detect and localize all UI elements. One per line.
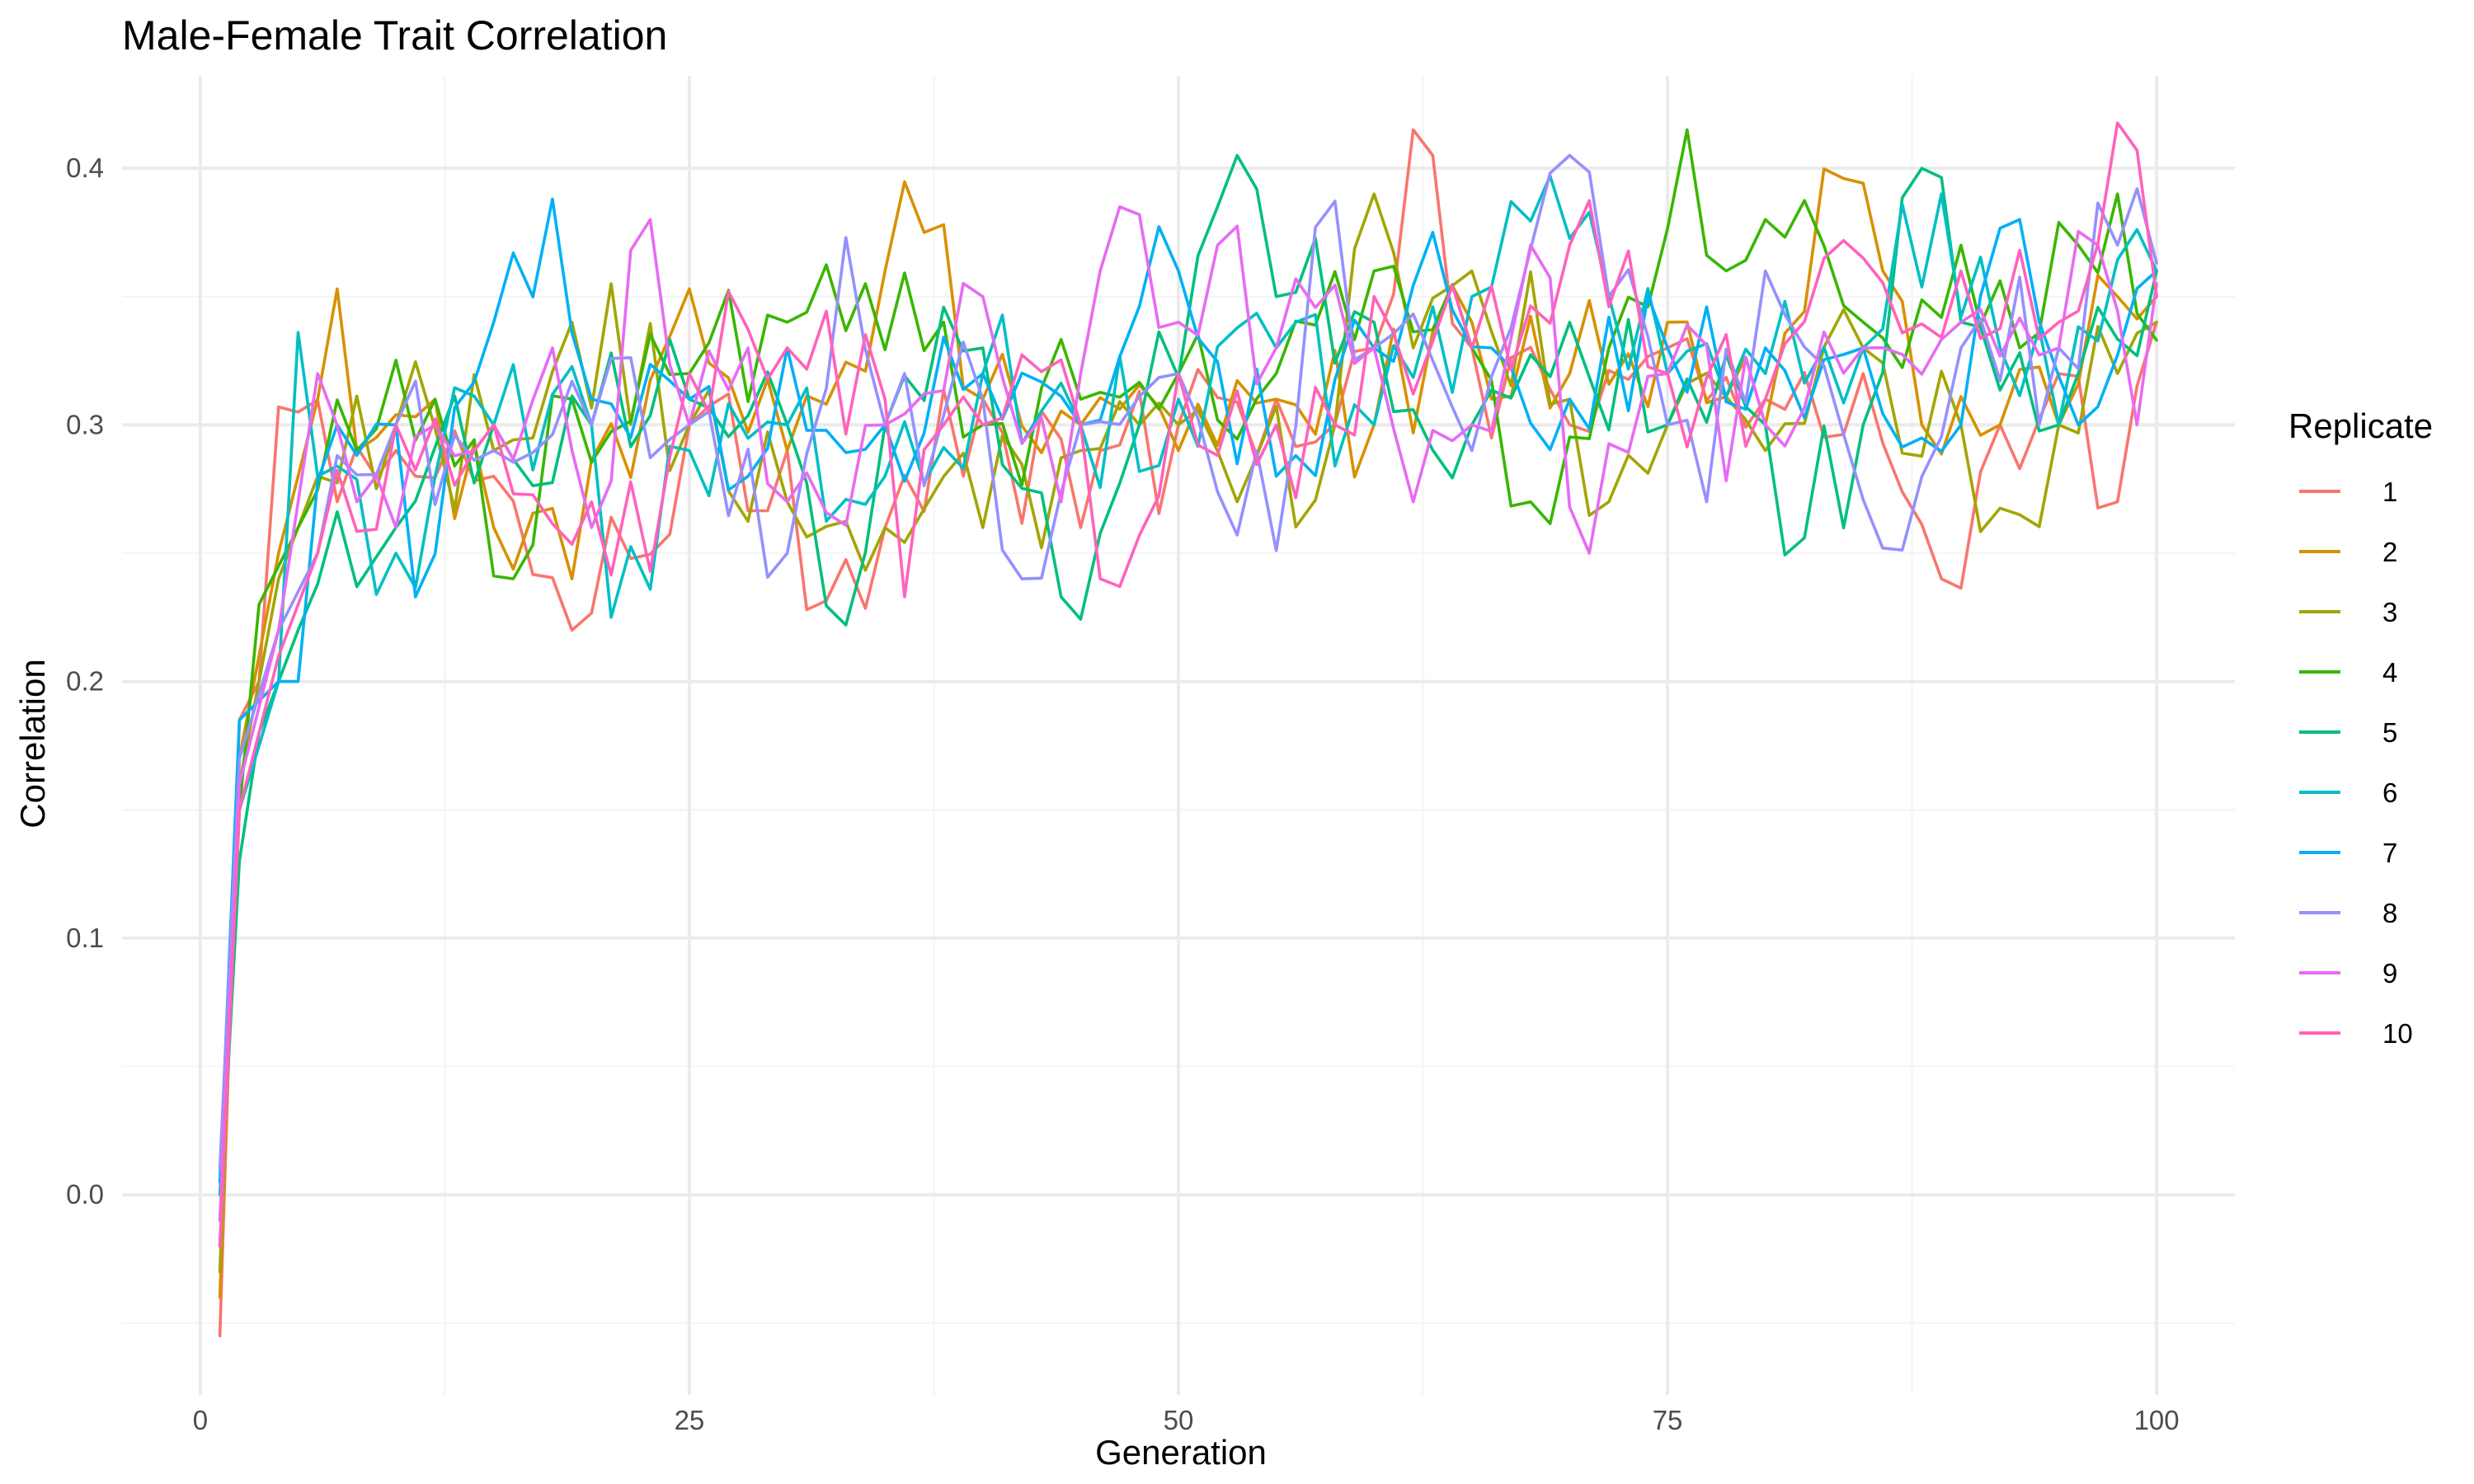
- legend-title: Replicate: [2288, 406, 2433, 445]
- legend-label: 5: [2382, 717, 2397, 748]
- legend-item: 4: [2299, 657, 2397, 688]
- x-tick-label: 100: [2134, 1405, 2180, 1435]
- legend-label: 1: [2382, 477, 2397, 507]
- legend-label: 10: [2382, 1018, 2413, 1049]
- series-line-replicate-8: [218, 153, 2158, 1171]
- legend-item: 3: [2299, 597, 2397, 627]
- legend-label: 8: [2382, 898, 2397, 928]
- legend-item: 2: [2299, 537, 2397, 567]
- y-tick-label: 0.2: [66, 666, 104, 697]
- x-tick-label: 75: [1653, 1405, 1683, 1435]
- legend-label: 2: [2382, 537, 2397, 567]
- chart-title: Male-Female Trait Correlation: [122, 12, 667, 59]
- legend-item: 9: [2299, 958, 2397, 989]
- y-tick-label: 0.4: [66, 153, 104, 183]
- legend-item: 8: [2299, 898, 2397, 928]
- series-line-replicate-4: [218, 128, 2158, 1248]
- x-axis-ticks: 0 25 50 75 100: [193, 1405, 2180, 1435]
- y-axis-ticks: 0.0 0.1 0.2 0.3 0.4: [66, 153, 104, 1209]
- legend-item: 6: [2299, 777, 2397, 808]
- y-tick-label: 0.0: [66, 1179, 104, 1209]
- legend-label: 7: [2382, 838, 2397, 868]
- series-line-replicate-2: [218, 167, 2158, 1299]
- legend-label: 6: [2382, 777, 2397, 808]
- series-line-replicate-9: [218, 205, 2158, 1223]
- legend-label: 9: [2382, 958, 2397, 989]
- legend-label: 4: [2382, 657, 2397, 688]
- series-lines: [218, 121, 2158, 1338]
- y-tick-label: 0.1: [66, 923, 104, 953]
- legend-item: 5: [2299, 717, 2397, 748]
- x-tick-label: 50: [1164, 1405, 1194, 1435]
- series-line-replicate-3: [218, 192, 2158, 1274]
- x-tick-label: 25: [675, 1405, 705, 1435]
- x-tick-label: 0: [193, 1405, 208, 1435]
- y-tick-label: 0.3: [66, 409, 104, 439]
- legend-items: 1 2 3 4 5 6 7 8 9 10: [2299, 477, 2413, 1049]
- series-line-replicate-6: [218, 174, 2158, 1196]
- series-line-replicate-7: [218, 197, 2158, 1184]
- legend-label: 3: [2382, 597, 2397, 627]
- legend-item: 7: [2299, 838, 2397, 868]
- series-line-replicate-5: [218, 153, 2158, 1223]
- x-axis-title: Generation: [1095, 1433, 1267, 1472]
- series-line-replicate-10: [218, 121, 2158, 1248]
- legend-item: 1: [2299, 477, 2397, 507]
- y-axis-title: Correlation: [13, 659, 52, 828]
- legend: Replicate 1 2 3 4 5 6 7 8 9 10: [2288, 406, 2433, 1049]
- legend-item: 10: [2299, 1018, 2413, 1049]
